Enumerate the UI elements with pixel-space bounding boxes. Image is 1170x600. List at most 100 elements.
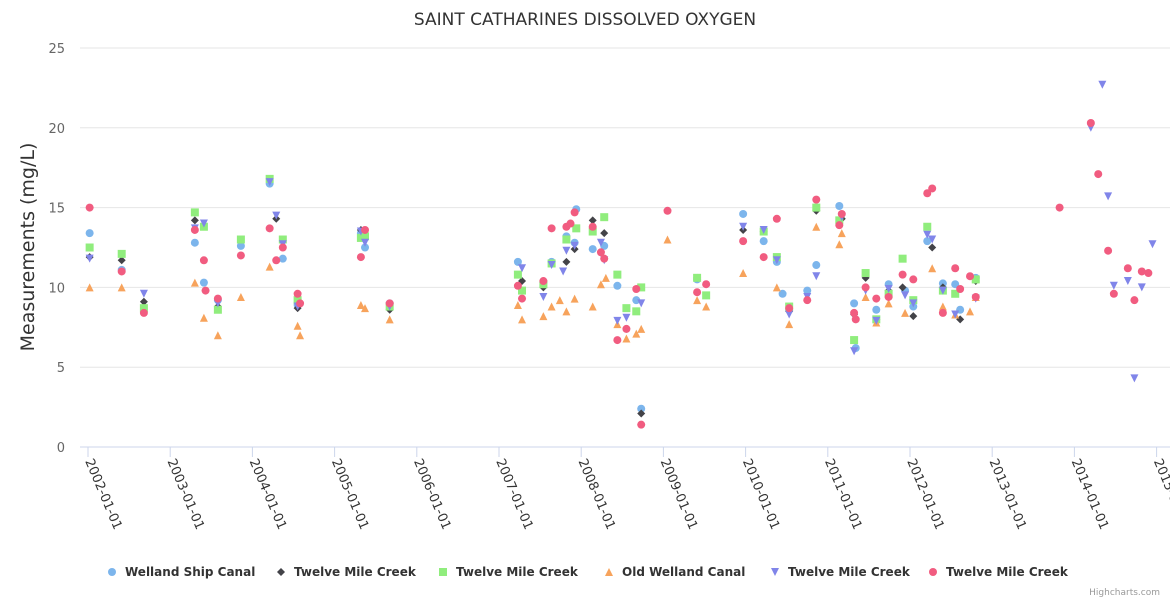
data-point (190, 238, 199, 247)
data-point (772, 214, 781, 223)
data-point (928, 264, 937, 273)
data-point (361, 243, 370, 252)
data-point (213, 305, 222, 314)
data-point (803, 296, 812, 305)
data-point (190, 208, 199, 217)
data-point (293, 321, 302, 330)
data-point (190, 278, 199, 287)
data-point (909, 312, 918, 321)
data-point (518, 264, 527, 273)
data-point (971, 292, 980, 301)
data-point (600, 229, 609, 238)
data-point (938, 302, 947, 311)
legend-item[interactable]: Old Welland Canal (605, 565, 745, 579)
data-point (812, 195, 821, 204)
diamond-marker-icon (277, 568, 285, 576)
data-point (835, 221, 844, 230)
chart-title: SAINT CATHARINES DISSOLVED OXYGEN (414, 10, 756, 30)
data-point (938, 308, 947, 317)
data-point (1086, 119, 1095, 128)
credits-link[interactable]: Highcharts.com (1089, 588, 1160, 598)
x-tick-label: 2008-01-01 (575, 457, 618, 532)
data-point (613, 281, 622, 290)
legend-item[interactable]: Welland Ship Canal (108, 565, 255, 579)
data-point (772, 283, 781, 292)
legend-item[interactable]: Twelve Mile Creek (439, 565, 579, 579)
data-point (117, 267, 126, 276)
data-point (884, 284, 893, 293)
data-point (637, 404, 646, 413)
data-point (702, 280, 711, 289)
data-point (872, 294, 881, 303)
data-point (739, 222, 748, 231)
data-point (923, 222, 932, 231)
data-point (861, 283, 870, 292)
data-point (923, 230, 932, 239)
data-point (637, 283, 646, 292)
data-point (596, 280, 605, 289)
data-point (1137, 283, 1146, 292)
data-point (518, 315, 527, 324)
data-point (884, 292, 893, 301)
data-point (1148, 240, 1157, 249)
x-tick-label: 2009-01-01 (657, 457, 700, 532)
x-tick-label: 2005-01-01 (328, 457, 371, 532)
data-point (199, 219, 208, 228)
square-marker-icon (439, 568, 447, 576)
data-point (693, 296, 702, 305)
data-point (622, 313, 631, 322)
data-point (596, 238, 605, 247)
data-point (898, 283, 907, 292)
data-point (555, 296, 564, 305)
data-point (850, 336, 859, 345)
data-point (588, 302, 597, 311)
data-point (622, 334, 631, 343)
data-point (296, 331, 305, 340)
data-point (613, 336, 622, 345)
data-point (85, 243, 94, 252)
data-point (1144, 269, 1153, 278)
data-point (1104, 192, 1113, 201)
data-point (850, 308, 859, 317)
data-point (539, 277, 548, 286)
data-point (588, 227, 597, 236)
y-tick-label: 20 (48, 122, 65, 137)
series-3 (85, 174, 980, 345)
data-point (518, 286, 527, 295)
data-point (588, 222, 597, 231)
y-tick-label: 25 (48, 42, 65, 57)
data-point (909, 299, 918, 308)
data-point (951, 264, 960, 273)
data-point (1123, 264, 1132, 273)
data-point (547, 302, 556, 311)
data-point (278, 235, 287, 244)
data-point (901, 308, 910, 317)
data-point (601, 273, 610, 282)
data-point (663, 235, 672, 244)
data-point (361, 225, 370, 234)
x-tick-label: 2013-01-01 (986, 457, 1029, 532)
data-point (861, 292, 870, 301)
data-point (213, 331, 222, 340)
data-point (872, 305, 881, 314)
data-point (201, 286, 210, 295)
data-point (513, 270, 522, 279)
data-point (356, 253, 365, 262)
data-point (739, 237, 748, 246)
circle-marker-icon (108, 568, 116, 576)
data-point (588, 216, 597, 225)
legend-item[interactable]: Twelve Mile Creek (929, 565, 1069, 579)
data-point (356, 300, 365, 309)
legend-item[interactable]: Twelve Mile Creek (277, 565, 417, 579)
data-point (513, 281, 522, 290)
y-tick-label: 10 (48, 281, 65, 296)
data-point (562, 257, 571, 266)
data-point (812, 203, 821, 212)
data-point (835, 202, 844, 211)
y-axis-title: Measurements (mg/L) (17, 143, 39, 352)
data-point (812, 272, 821, 281)
legend-item[interactable]: Twelve Mile Creek (771, 565, 911, 579)
data-point (539, 292, 548, 301)
x-tick-label: 2014-01-01 (1068, 457, 1111, 532)
